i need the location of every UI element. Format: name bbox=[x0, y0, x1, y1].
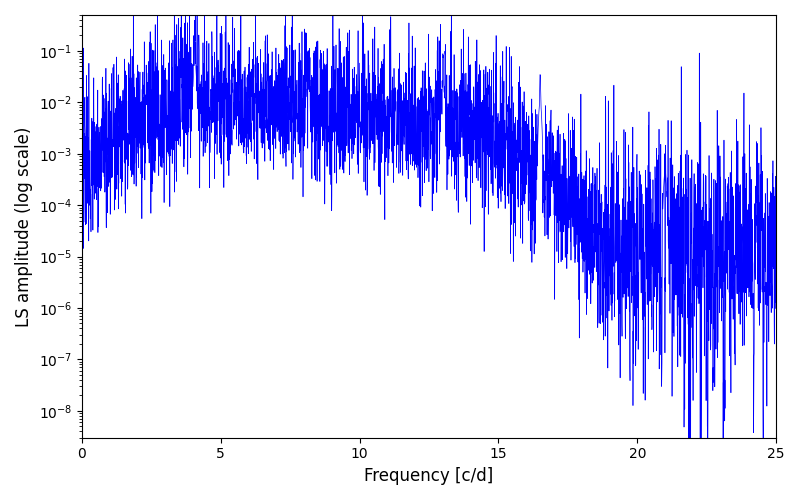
Y-axis label: LS amplitude (log scale): LS amplitude (log scale) bbox=[15, 126, 33, 326]
X-axis label: Frequency [c/d]: Frequency [c/d] bbox=[364, 467, 494, 485]
